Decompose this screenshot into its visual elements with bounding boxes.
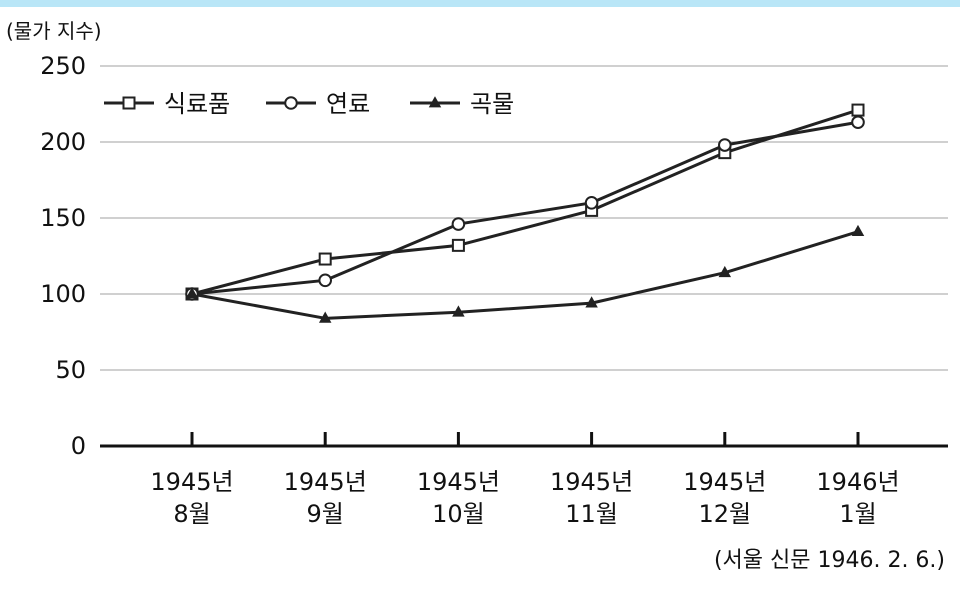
legend-marker-연료 bbox=[284, 96, 298, 110]
data-point-식료품-5 bbox=[851, 103, 865, 117]
legend-marker-식료품 bbox=[122, 96, 136, 110]
x-tick-label-month-2: 10월 bbox=[432, 500, 485, 528]
y-tick-label-50: 50 bbox=[55, 356, 86, 384]
x-tick-label-year-3: 1945년 bbox=[550, 468, 633, 496]
series-line-곡물 bbox=[191, 230, 859, 320]
y-tick-label-150: 150 bbox=[40, 204, 86, 232]
data-point-식료품-1 bbox=[318, 252, 332, 266]
series-line-식료품 bbox=[191, 108, 859, 296]
data-point-곡물-2 bbox=[452, 305, 465, 317]
data-point-곡물-1 bbox=[318, 311, 332, 323]
data-point-곡물-3 bbox=[585, 296, 598, 308]
source-citation: (서울 신문 1946. 2. 6.) bbox=[714, 548, 945, 573]
x-tick-label-year-5: 1946년 bbox=[816, 468, 899, 496]
y-tick-label-250: 250 bbox=[40, 52, 86, 80]
data-point-곡물-5 bbox=[851, 224, 865, 237]
x-tick-label-month-0: 8월 bbox=[173, 500, 210, 528]
data-point-식료품-2 bbox=[451, 238, 465, 252]
grid-lines bbox=[100, 65, 948, 371]
data-point-곡물-4 bbox=[718, 265, 732, 278]
x-tick-label-year-1: 1945년 bbox=[284, 468, 367, 496]
x-tick-label-month-1: 9월 bbox=[307, 500, 344, 528]
data-point-연료-4 bbox=[718, 138, 732, 152]
data-point-곡물-0 bbox=[185, 287, 199, 299]
data-point-연료-1 bbox=[318, 273, 333, 288]
x-tick-label-month-5: 1월 bbox=[839, 500, 876, 528]
data-point-연료-5 bbox=[851, 115, 865, 130]
legend-label-식료품: 식료품 bbox=[164, 90, 230, 118]
legend-label-곡물: 곡물 bbox=[470, 90, 514, 118]
legend-marker-곡물 bbox=[428, 96, 442, 108]
data-point-연료-2 bbox=[451, 217, 466, 231]
y-tick-label-0: 0 bbox=[71, 432, 86, 460]
legend: 식료품 연료 곡물 bbox=[104, 90, 514, 118]
legend-label-연료: 연료 bbox=[326, 90, 370, 118]
x-tick-label-year-0: 1945년 bbox=[150, 468, 233, 496]
x-tick-label-month-4: 12월 bbox=[698, 500, 751, 528]
y-axis-unit-label: (물가 지수) bbox=[6, 19, 102, 43]
x-tick-label-year-2: 1945년 bbox=[417, 468, 500, 496]
top-accent-bar bbox=[0, 0, 960, 7]
x-tick-label-month-3: 11월 bbox=[565, 500, 618, 528]
series-lines bbox=[185, 103, 865, 323]
axis-labels: 0 50 100 150 200 250 1945년 8월 1945년 9월 1945년 10월 194… bbox=[40, 52, 899, 528]
y-tick-label-100: 100 bbox=[40, 280, 86, 308]
y-tick-label-200: 200 bbox=[40, 128, 86, 156]
axes bbox=[100, 432, 948, 448]
series-line-연료 bbox=[191, 120, 859, 296]
x-tick-label-year-4: 1945년 bbox=[683, 468, 766, 496]
data-point-연료-3 bbox=[584, 196, 599, 210]
